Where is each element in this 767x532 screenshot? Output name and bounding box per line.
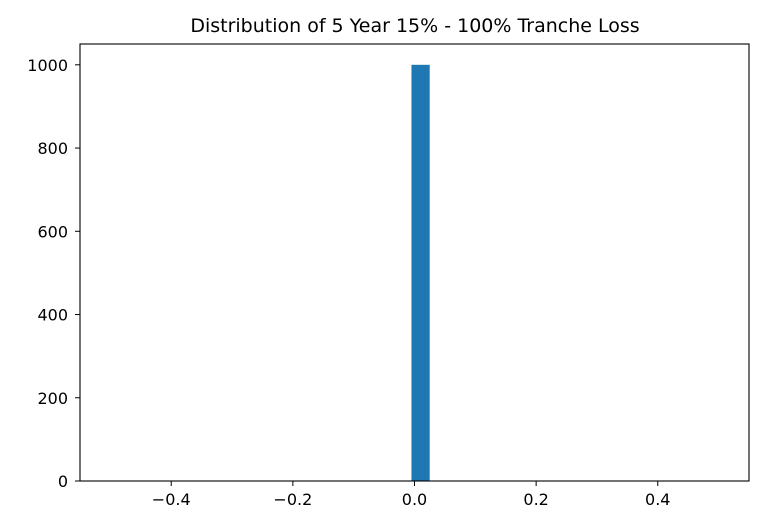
y-tick-label-1: 200 xyxy=(37,389,68,408)
x-axis: −0.4 −0.2 0.0 0.2 0.4 xyxy=(152,481,670,509)
chart-title: Distribution of 5 Year 15% - 100% Tranch… xyxy=(190,15,639,37)
y-tick-label-2: 400 xyxy=(37,306,68,325)
y-tick-label-3: 600 xyxy=(37,222,68,241)
y-tick-label-4: 800 xyxy=(37,139,68,158)
y-tick-label-5: 1000 xyxy=(27,56,68,75)
x-tick-label-4: 0.4 xyxy=(645,490,670,509)
bars-layer xyxy=(411,64,430,482)
x-tick-label-2: 0.0 xyxy=(402,490,427,509)
x-tick-label-1: −0.2 xyxy=(273,490,312,509)
x-tick-label-3: 0.2 xyxy=(523,490,548,509)
y-axis: 0 200 400 600 800 1000 xyxy=(27,56,80,491)
x-tick-label-0: −0.4 xyxy=(152,490,191,509)
y-tick-label-0: 0 xyxy=(58,472,68,491)
plot-frame xyxy=(79,43,750,482)
histogram-bar-0 xyxy=(411,64,430,482)
